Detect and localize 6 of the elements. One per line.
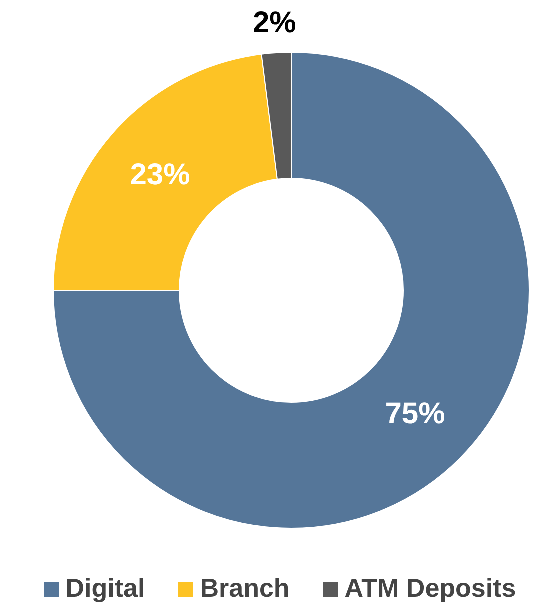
data-label: 75% [385,398,446,431]
legend-label: ATM Deposits [344,573,516,604]
data-label: 2% [252,6,296,40]
data-label: 23% [130,158,190,192]
legend-label: Digital [66,573,146,604]
legend-label: Branch [200,573,290,604]
